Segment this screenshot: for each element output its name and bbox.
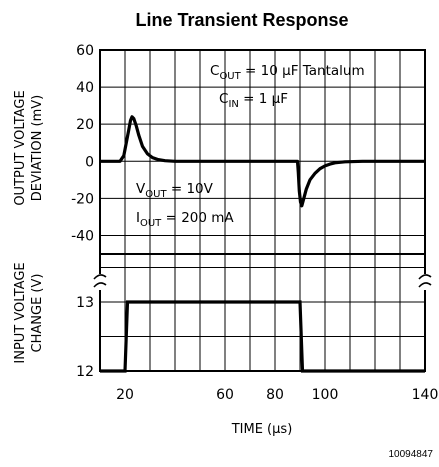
annotation-value: = 1 — [239, 91, 272, 107]
y-axis-label-text: INPUT VOLTAGE CHANGE (V) — [13, 262, 45, 363]
micro-symbol: μ — [282, 63, 291, 79]
axis-break-marks — [93, 274, 432, 290]
annotation-text: CIN = 1 μF — [219, 91, 288, 110]
annotation-subscript: OUT — [219, 71, 241, 82]
top-y-tick-labels: 60 40 20 0 -20 -40 — [71, 43, 94, 244]
bottom-plot-frame — [99, 253, 426, 372]
annotation-text: IOUT = 200 mA — [136, 210, 234, 229]
micro-symbol: μ — [272, 422, 280, 437]
y-axis-label-line: INPUT VOLTAGE — [13, 262, 28, 363]
annotation-unit: F — [280, 91, 288, 107]
bottom-grid — [100, 254, 425, 371]
bottom-y-tick-label: 13 — [76, 295, 94, 311]
top-y-tick-label: 0 — [85, 154, 94, 170]
x-tick-label: 60 — [216, 387, 234, 403]
annotation-text: COUT = 10 μF Tantalum — [210, 63, 365, 82]
top-y-tick-label: -20 — [71, 191, 94, 207]
y-axis-label-line: OUTPUT VOLTAGE — [13, 90, 28, 205]
top-y-tick-label: -40 — [71, 228, 94, 244]
annotation-symbol: C — [210, 63, 219, 79]
annotation-symbol: C — [219, 91, 228, 107]
figure-id: 10094847 — [389, 449, 434, 460]
annotation-value: = 200 mA — [161, 210, 234, 226]
y-axis-label-line: CHANGE (V) — [30, 274, 45, 353]
x-tick-label: 20 — [116, 387, 134, 403]
x-tick-label: 100 — [312, 387, 339, 403]
chart-title: Line Transient Response — [135, 10, 348, 30]
annotation-symbol: I — [136, 210, 140, 226]
axis-break-stroke — [93, 282, 107, 288]
series-input-voltage — [100, 300, 425, 373]
x-axis-label-part: s) — [280, 422, 292, 437]
axis-break-stroke — [418, 282, 432, 288]
y-axis-label-line: DEVIATION (mV) — [30, 95, 45, 201]
top-y-tick-label: 60 — [76, 43, 94, 59]
bottom-y-tick-labels: 13 12 — [76, 295, 94, 380]
annotation-text: VOUT = 10V — [136, 181, 214, 200]
annotation-symbol: V — [136, 181, 146, 197]
x-axis-label: TIME (μs) — [231, 422, 293, 437]
annotation-value: = 10V — [167, 181, 214, 197]
annotation-unit: F Tantalum — [291, 63, 365, 79]
axis-break-gap — [94, 274, 106, 290]
y-axis-label-text: OUTPUT VOLTAGE DEVIATION (mV) — [13, 90, 45, 205]
top-y-axis-label: OUTPUT VOLTAGE DEVIATION (mV) — [13, 90, 45, 205]
top-y-tick-label: 40 — [76, 80, 94, 96]
series-output-deviation — [100, 115, 425, 208]
x-tick-label: 140 — [412, 387, 439, 403]
axis-break-stroke — [93, 274, 107, 280]
annotation-subscript: OUT — [145, 189, 167, 200]
bottom-y-axis-label: INPUT VOLTAGE CHANGE (V) — [13, 262, 45, 363]
x-tick-labels: 20 60 80 100 140 — [116, 387, 438, 403]
top-y-tick-label: 20 — [76, 117, 94, 133]
micro-symbol: μ — [272, 91, 281, 107]
top-grid — [100, 50, 425, 254]
x-axis-label-part: TIME ( — [231, 422, 272, 437]
x-axis-label-text: TIME (μs) — [231, 422, 293, 437]
x-tick-label: 80 — [266, 387, 284, 403]
bottom-y-tick-label: 12 — [76, 364, 94, 380]
annotation-subscript: IN — [228, 99, 238, 110]
axis-break-gap — [419, 274, 431, 290]
axis-break-stroke — [418, 274, 432, 280]
annotation-value: = 10 — [241, 63, 282, 79]
annotation-subscript: OUT — [140, 218, 162, 229]
